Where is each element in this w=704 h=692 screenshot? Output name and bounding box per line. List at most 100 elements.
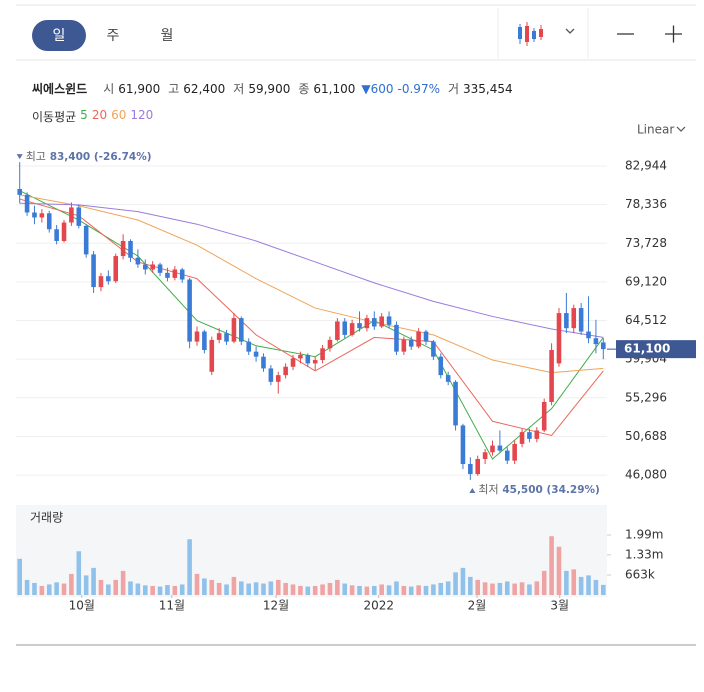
last-price-label: 61,100 [624, 342, 670, 356]
candle-body [142, 264, 148, 270]
candle-body [578, 308, 584, 332]
candle-body [98, 276, 104, 288]
volume-bar [268, 581, 274, 595]
quote-value: 335,454 [463, 82, 513, 96]
y-tick-label: 82,944 [625, 158, 667, 172]
volume-bar [475, 579, 481, 595]
volume-bar [453, 572, 458, 595]
quote-row: 씨에스윈드 시 61,900 고 62,400 저 59,900 종 61,100 ▼600 -0… [32, 80, 513, 97]
candle-body [312, 360, 318, 364]
candle-body [46, 213, 52, 230]
candle-body [497, 445, 503, 451]
x-tick-label: 2월 [468, 599, 487, 613]
volume-bar [601, 584, 606, 595]
candle-body [239, 318, 244, 342]
candle-body [504, 450, 510, 461]
period-tab[interactable]: 월 [161, 28, 174, 44]
candle-body [69, 207, 74, 223]
volume-bar [541, 570, 547, 595]
candle-body [113, 256, 119, 282]
candle-body [423, 331, 429, 342]
volume-bar [32, 582, 37, 595]
candle-body [593, 338, 599, 345]
candle-body [601, 342, 606, 350]
x-tick-label: 3월 [550, 599, 569, 613]
scale-mode[interactable]: Linear [637, 123, 674, 137]
candle-body [209, 339, 215, 372]
volume-panel-bg [16, 505, 607, 597]
candle-body [527, 432, 532, 439]
x-tick-label: 2022 [363, 599, 394, 613]
chart-type-button[interactable] [518, 22, 575, 46]
volume-bar [275, 579, 281, 595]
zoom-in-button[interactable] [665, 25, 682, 43]
volume-bar [83, 575, 89, 595]
volume-bar [187, 539, 192, 595]
volume-bar [534, 581, 540, 595]
volume-bar [394, 581, 399, 595]
volume-tick-label: 1.33m [625, 547, 663, 561]
candle-body [386, 316, 392, 325]
candle-body [379, 316, 384, 327]
volume-bar [239, 581, 244, 595]
candle-body [364, 318, 370, 329]
volume-title: 거래량 [30, 511, 63, 525]
candle-body [394, 324, 399, 352]
volume-bar [39, 585, 45, 595]
period-tab[interactable]: 주 [107, 28, 120, 44]
period-tab[interactable]: 일 [53, 28, 66, 44]
volume-bar [298, 585, 303, 595]
volume-bar [438, 582, 444, 595]
candle-body [586, 331, 591, 339]
candle-body [157, 264, 163, 273]
volume-bar [586, 575, 591, 595]
volume-bar [482, 582, 488, 595]
volume-bar [460, 567, 466, 595]
volume-bar [512, 583, 517, 595]
candle-body [342, 321, 348, 335]
low-label: 최저 [478, 483, 498, 496]
quote-value: 61,100 [313, 82, 356, 96]
volume-bar [468, 576, 473, 595]
volume-bar [202, 578, 207, 595]
volume-bar [150, 585, 155, 595]
volume-bar [490, 583, 495, 595]
moving-average [19, 202, 604, 338]
quote-value: 61,900 [118, 82, 161, 96]
candle-body [438, 356, 444, 376]
volume-bar [408, 586, 414, 595]
scale-chevron[interactable] [676, 126, 686, 132]
volume-bar [253, 582, 259, 595]
candle-body [431, 341, 436, 357]
candle-body [106, 276, 111, 282]
candle-body [445, 375, 451, 382]
candle-body [128, 240, 133, 258]
candle-body [482, 452, 488, 459]
volume-tick-label: 663k [625, 568, 655, 582]
volume-bar [194, 573, 200, 595]
candle-body [32, 212, 37, 218]
quote-label: 시 [103, 82, 115, 96]
volume-bar [172, 585, 178, 595]
plot: 82,94478,33673,72869,12064,51259,90455,2… [16, 150, 696, 613]
candle-body [327, 339, 333, 349]
candle-body [268, 368, 274, 382]
legend-entry: 20 [91, 108, 108, 122]
volume-bar [76, 551, 82, 595]
candle-body [83, 225, 89, 255]
legend-entry: 120 [130, 108, 154, 122]
candle-body [298, 355, 303, 359]
ma-legend: 이동평균 5 20 60 120 [32, 108, 153, 125]
volume-bar [593, 579, 599, 595]
last-price-badge [616, 340, 696, 359]
volume-bar [342, 583, 348, 595]
quote-label: 고 [168, 82, 180, 96]
volume-bar [120, 570, 126, 595]
y-tick-label: 55,296 [625, 390, 667, 404]
quote-label: 종 [298, 82, 310, 96]
volume-bar [364, 586, 370, 595]
candle-body [17, 188, 22, 195]
candle-body [372, 318, 377, 327]
candle-body [61, 222, 67, 241]
